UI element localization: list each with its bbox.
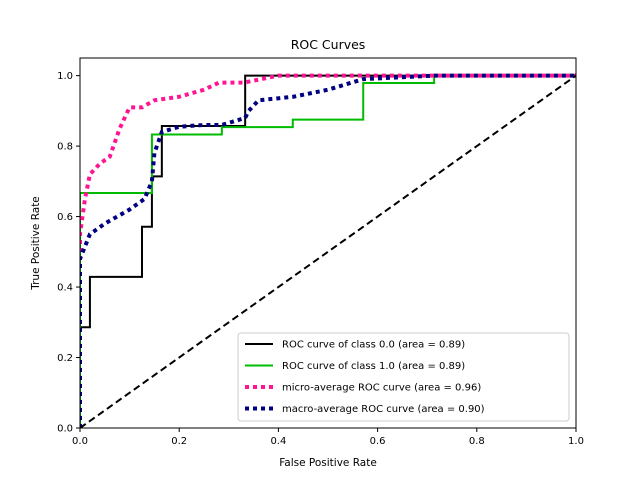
y-tick-label: 1.0 xyxy=(57,71,73,82)
x-axis: 0.0 0.2 0.4 0.6 0.8 1.0 xyxy=(72,428,584,447)
chart-title: ROC Curves xyxy=(291,37,366,52)
legend-box xyxy=(237,332,570,422)
y-tick-label: 0.6 xyxy=(57,212,73,223)
y-tick-label: 0.2 xyxy=(57,353,73,364)
x-tick-label: 0.4 xyxy=(270,436,286,447)
x-tick-label: 0.8 xyxy=(469,436,485,447)
x-tick-label: 0.2 xyxy=(171,436,187,447)
y-tick-label: 0.0 xyxy=(57,424,73,435)
x-tick-label: 0.0 xyxy=(72,436,88,447)
y-tick-label: 0.8 xyxy=(57,142,73,153)
series-line-2 xyxy=(80,73,576,428)
series-line-3 xyxy=(80,73,576,428)
x-axis-label: False Positive Rate xyxy=(279,457,377,469)
legend: ROC curve of class 0.0 (area = 0.89) ROC … xyxy=(237,332,570,422)
chance-diagonal-line xyxy=(80,74,576,428)
legend-label: ROC curve of class 0.0 (area = 0.89) xyxy=(282,340,465,351)
y-tick-label: 0.4 xyxy=(57,283,73,294)
plot-frame xyxy=(79,57,577,429)
y-axis: 0.0 0.2 0.4 0.6 0.8 1.0 xyxy=(57,71,80,435)
x-tick-label: 0.6 xyxy=(370,436,386,447)
legend-label: micro-average ROC curve (area = 0.96) xyxy=(282,383,481,394)
plot-area xyxy=(80,73,576,428)
y-axis-label: True Positive Rate xyxy=(30,196,42,291)
legend-label: macro-average ROC curve (area = 0.90) xyxy=(282,404,485,415)
series-line-1 xyxy=(80,74,576,428)
x-tick-label: 1.0 xyxy=(568,436,584,447)
series-line-0 xyxy=(80,74,576,428)
legend-label: ROC curve of class 1.0 (area = 0.89) xyxy=(282,361,465,372)
